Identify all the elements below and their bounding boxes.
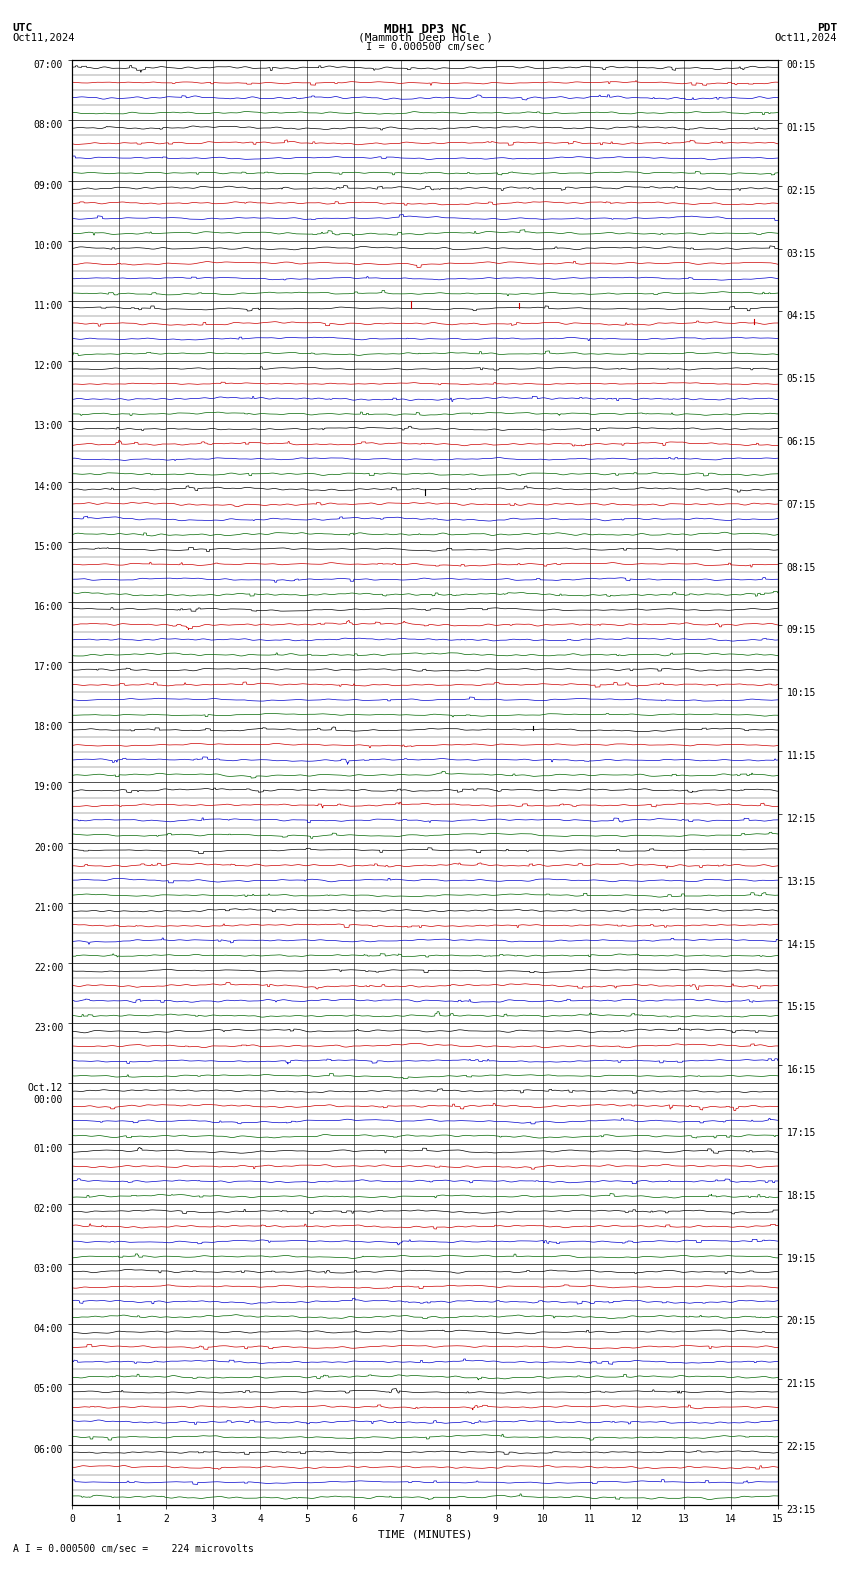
Text: I = 0.000500 cm/sec: I = 0.000500 cm/sec bbox=[366, 41, 484, 52]
Text: UTC: UTC bbox=[13, 22, 33, 33]
Text: MDH1 DP3 NC: MDH1 DP3 NC bbox=[383, 22, 467, 36]
Text: Oct11,2024: Oct11,2024 bbox=[13, 33, 76, 43]
Text: PDT: PDT bbox=[817, 22, 837, 33]
Text: A I = 0.000500 cm/sec =    224 microvolts: A I = 0.000500 cm/sec = 224 microvolts bbox=[13, 1544, 253, 1554]
X-axis label: TIME (MINUTES): TIME (MINUTES) bbox=[377, 1530, 473, 1540]
Text: Oct11,2024: Oct11,2024 bbox=[774, 33, 837, 43]
Text: (Mammoth Deep Hole ): (Mammoth Deep Hole ) bbox=[358, 33, 492, 43]
